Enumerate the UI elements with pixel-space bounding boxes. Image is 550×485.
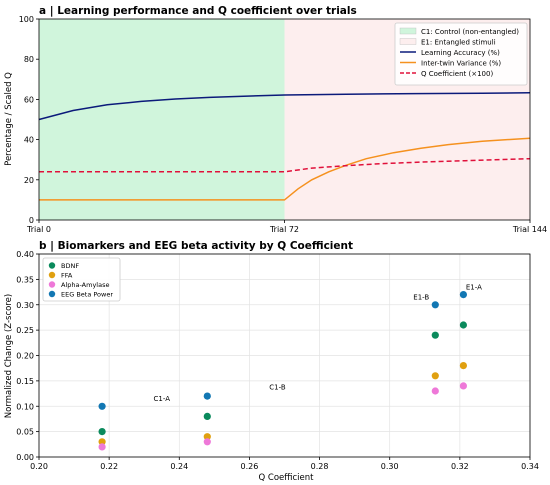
annotation-c1-b: C1-B [269, 384, 286, 392]
y-tick-label: 0.40 [16, 250, 34, 259]
panel-a-chart: a | Learning performance and Q coefficie… [4, 5, 547, 234]
x-tick-label: Trial 144 [512, 225, 547, 234]
legend-box [42, 257, 121, 302]
series-line-learning-accuracy [38, 92, 531, 121]
annotation-e1-b: E1-B [413, 294, 429, 302]
y-tick-label: 0.25 [16, 326, 34, 335]
point-bdnf [431, 331, 439, 339]
legend-label: Inter-twin Variance (%) [421, 59, 501, 67]
x-tick-label: 0.30 [381, 462, 399, 471]
x-tick-label: 0.20 [30, 462, 48, 471]
y-tick-label: 0.15 [16, 377, 34, 386]
panel-b-y-axis-label: Normalized Change (Z-score) [4, 294, 14, 418]
y-tick-label: 0.30 [16, 301, 34, 310]
x-tick-label: 0.24 [170, 462, 188, 471]
y-tick-label: 60 [24, 95, 34, 104]
x-tick-label: 0.32 [451, 462, 469, 471]
point-alpha-amylase [98, 443, 106, 451]
y-tick-label: 0.20 [16, 352, 34, 361]
y-tick-label: 40 [24, 136, 34, 145]
point-alpha-amylase [203, 438, 211, 446]
point-bdnf [459, 321, 467, 329]
panel-b-ticks: 0.20 0.22 0.24 0.26 0.28 0.30 0.32 0.34 0.00 0.05… [16, 250, 539, 471]
y-tick-label: 0 [29, 216, 34, 225]
region-c1-control-non-entangled [39, 19, 285, 220]
legend-label: FFA [61, 272, 73, 280]
point-bdnf [203, 412, 211, 420]
legend-swatch-c1-control-non-entangled [399, 27, 417, 35]
legend-label: Learning Accuracy (%) [421, 49, 500, 57]
panel-a-y-axis-label: Percentage / Scaled Q [4, 72, 14, 166]
legend-label: E1: Entangled stimuli [421, 38, 496, 46]
legend-swatch-e1-entangled-stimuli [399, 38, 417, 45]
x-tick-label: 0.26 [241, 462, 259, 471]
x-tick-label: Trial 0 [26, 225, 51, 234]
point-ffa [203, 433, 211, 441]
point-eeg-beta-power [203, 392, 211, 400]
annotation-e1-a: E1-A [466, 284, 482, 292]
legend-marker-eeg-beta-power [48, 290, 56, 298]
panel-b-chart: b | Biomarkers and EEG beta activity by … [4, 240, 539, 483]
x-tick-label: 0.28 [311, 462, 329, 471]
series-line-q-coefficient-100 [39, 157, 531, 173]
legend-marker-bdnf [48, 262, 56, 269]
panel-a-ticks: 0 20 40 60 80 100 Trial 0 Trial 72 Trial 144 [19, 15, 547, 234]
legend-label: C1: Control (non-entangled) [421, 28, 519, 36]
point-alpha-amylase [431, 387, 439, 395]
point-ffa [98, 438, 106, 446]
panel-b-x-axis-label: Q Coefficient [259, 473, 315, 483]
y-tick-label: 20 [24, 176, 34, 185]
point-bdnf [98, 428, 106, 436]
y-tick-label: 80 [24, 55, 34, 64]
point-ffa [431, 372, 439, 380]
y-tick-label: 0.35 [16, 275, 34, 284]
series-line-inter-twin-variance [39, 137, 531, 201]
legend-label: Q Coefficient (×100) [421, 70, 493, 78]
panel-b-title: b | Biomarkers and EEG beta activity by … [39, 240, 353, 252]
x-tick-label: 0.34 [521, 462, 539, 471]
x-tick-label: Trial 72 [269, 225, 299, 234]
point-ffa [459, 362, 467, 370]
panel-b-annotations: C1-A C1-B E1-B E1-A [153, 284, 482, 404]
legend-label: EEG Beta Power [61, 291, 113, 299]
panel-a-legend: C1: Control (non-entangled) E1: Entangled… [394, 22, 528, 86]
point-eeg-beta-power [459, 291, 467, 299]
point-eeg-beta-power [431, 301, 439, 309]
y-tick-label: 0.05 [16, 428, 34, 437]
legend-label: BDNF [61, 262, 79, 270]
y-tick-label: 0.00 [16, 453, 34, 462]
legend-label: Alpha-Amylase [61, 281, 109, 289]
point-alpha-amylase [459, 382, 467, 390]
legend-marker-ffa [48, 271, 56, 279]
point-eeg-beta-power [98, 402, 106, 410]
panel-a-title: a | Learning performance and Q coefficie… [39, 5, 357, 17]
y-tick-label: 0.10 [16, 402, 34, 411]
y-tick-label: 100 [19, 15, 34, 24]
legend-marker-alpha-amylase [48, 281, 56, 288]
annotation-c1-a: C1-A [153, 395, 170, 403]
legend-box [394, 22, 528, 86]
x-tick-label: 0.22 [100, 462, 118, 471]
panel-b-points [98, 291, 467, 451]
panel-a-series [38, 92, 531, 201]
